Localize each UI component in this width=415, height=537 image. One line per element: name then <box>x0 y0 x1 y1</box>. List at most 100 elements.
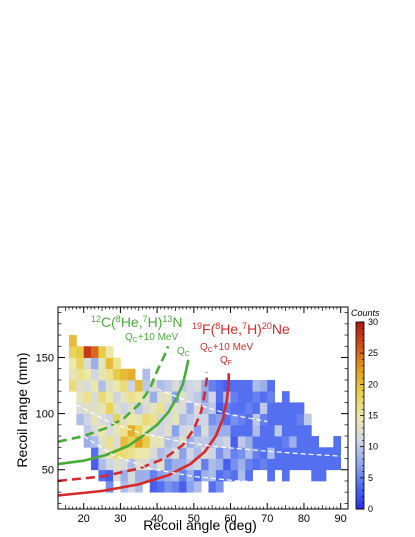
heatmap-cell <box>91 368 99 381</box>
heatmap-cell <box>164 458 173 471</box>
heatmap-cell <box>113 379 121 392</box>
heatmap-cell <box>105 402 114 415</box>
heatmap-cell <box>208 458 217 471</box>
colorbar-segment <box>356 496 364 501</box>
heatmap-cell <box>76 413 85 426</box>
heatmap-cell <box>245 391 253 403</box>
heatmap-cell <box>245 458 253 471</box>
heatmap-cell <box>252 391 261 403</box>
heatmap-cell <box>296 447 305 459</box>
heatmap-cell <box>186 413 195 426</box>
colorbar-segment <box>356 399 364 404</box>
heatmap-cell <box>69 346 77 358</box>
heatmap-cell <box>193 424 202 437</box>
heatmap-cell <box>91 379 99 392</box>
x-tick-label: 50 <box>188 513 200 525</box>
series-line <box>156 388 268 423</box>
heatmap-cell <box>142 368 151 381</box>
colorbar-segment <box>356 337 364 342</box>
heatmap-cell <box>245 413 253 426</box>
heatmap-cell <box>98 368 107 381</box>
heatmap-cell <box>230 391 239 403</box>
heatmap-cell <box>157 391 165 403</box>
heatmap-cell <box>274 458 283 471</box>
series-line <box>57 345 170 443</box>
colorbar-segment <box>356 437 364 441</box>
colorbar-segment <box>356 443 364 448</box>
heatmap-cell <box>91 424 99 437</box>
heatmap-cell <box>76 391 85 403</box>
heatmap-cell <box>208 447 217 459</box>
y-tick-label: 100 <box>36 409 54 421</box>
heatmap-cell <box>208 402 217 415</box>
heatmap-cell <box>230 458 239 471</box>
x-tick-label: 30 <box>114 513 126 525</box>
heatmap-cell <box>333 436 342 448</box>
colorbar-segment <box>356 502 364 507</box>
heatmap-cell <box>186 480 195 493</box>
heatmap-cell <box>113 391 121 403</box>
heatmap-cell <box>245 402 253 415</box>
heatmap-cell <box>149 480 158 493</box>
colorbar-tick-label: 10 <box>368 442 378 452</box>
heatmap-cell <box>164 480 173 493</box>
heatmap-cell <box>113 436 121 448</box>
heatmap-cell <box>171 424 180 437</box>
heatmap-cell <box>193 379 202 392</box>
heatmap-cell <box>83 357 92 370</box>
heatmap-cell <box>135 413 143 426</box>
heatmap-cell <box>105 413 114 426</box>
heatmap-cell <box>215 436 224 448</box>
heatmap-cell <box>135 458 143 471</box>
heatmap-cell <box>135 402 143 415</box>
colorbar-segment <box>356 340 364 345</box>
heatmap-cell <box>142 413 151 426</box>
heatmap-cell <box>208 391 217 403</box>
heatmap-cell <box>281 458 290 471</box>
heatmap-cell <box>135 436 143 448</box>
heatmap-cell <box>303 424 312 437</box>
colorbar-segment <box>356 362 364 367</box>
heatmap-cell <box>325 458 334 471</box>
heatmap-cell <box>157 436 165 448</box>
heatmap-cell <box>98 346 107 358</box>
heatmap-cell <box>105 424 114 437</box>
heatmap-cell <box>171 480 180 493</box>
heatmap-cell <box>76 357 85 370</box>
heatmap-cell <box>98 436 107 448</box>
heatmap-cell <box>91 402 99 415</box>
heatmap-cell <box>69 357 77 370</box>
heatmap-cell <box>83 346 92 358</box>
heatmap-cell <box>113 458 121 471</box>
heatmap-cell <box>311 458 320 471</box>
heatmap-cell <box>303 458 312 471</box>
heatmap-cell <box>113 357 121 370</box>
heatmap-cell <box>91 391 99 403</box>
heatmap-cell <box>296 413 305 426</box>
colorbar-segment <box>356 325 364 329</box>
heatmap-cell <box>259 402 268 415</box>
colorbar-segment <box>356 384 364 388</box>
heatmap-cell <box>274 424 283 437</box>
heatmap-cell <box>259 424 268 437</box>
heatmap-cell <box>215 424 224 437</box>
heatmap-cell <box>281 436 290 448</box>
heatmap-cell <box>311 436 320 448</box>
heatmap-cell <box>179 402 187 415</box>
heatmap-cell <box>120 424 129 437</box>
heatmap-cell <box>120 469 129 482</box>
heatmap-cell <box>215 447 224 459</box>
heatmap-cell <box>215 391 224 403</box>
x-tick-label: 90 <box>335 513 347 525</box>
heatmap-cell <box>186 436 195 448</box>
colorbar-tick-label: 30 <box>368 317 378 327</box>
heatmap-cell <box>230 413 239 426</box>
heatmap-cell <box>135 379 143 392</box>
heatmap-cell <box>83 368 92 381</box>
heatmap-cell <box>318 447 327 459</box>
heatmap-cell <box>245 469 253 482</box>
heatmap-cell <box>171 436 180 448</box>
heatmap-cell <box>135 391 143 403</box>
heatmap-cell <box>105 480 114 493</box>
